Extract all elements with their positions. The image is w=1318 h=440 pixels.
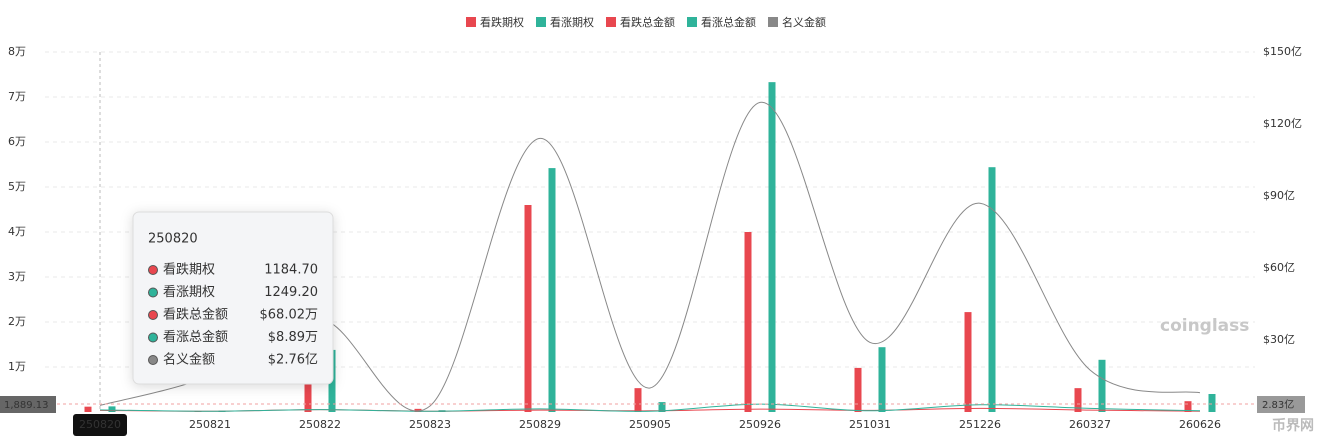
tooltip-label: 看跌总金额: [163, 307, 228, 323]
bar: [744, 232, 752, 412]
y2-tick-label: $150亿: [1263, 45, 1302, 58]
legend-swatch: [768, 17, 778, 27]
bar: [304, 383, 312, 412]
legend-label: 看涨期权: [550, 15, 594, 29]
x-tick-label: 250823: [409, 418, 451, 431]
bar: [108, 406, 116, 412]
legend-swatch: [606, 17, 616, 27]
tooltip-title: 250820: [148, 232, 198, 247]
line: [99, 403, 1201, 412]
bar: [634, 388, 642, 412]
legend-swatch: [687, 17, 697, 27]
legend-label: 看跌总金额: [620, 15, 675, 29]
x-label-highlight: [73, 414, 127, 436]
bar: [1074, 388, 1082, 412]
x-tick-label: 260626: [1179, 418, 1221, 431]
x-tick-label: 251031: [849, 418, 891, 431]
bar: [854, 367, 862, 412]
y-tick-label: 7万: [8, 90, 26, 103]
y-tick-label: 5万: [8, 180, 26, 193]
y2-tick-label: $120亿: [1263, 117, 1302, 130]
y-tick-label: 3万: [8, 270, 26, 283]
bar: [414, 408, 422, 412]
crosshair-label: 2.83亿: [1262, 398, 1294, 411]
tooltip-dot: [148, 310, 158, 320]
y-tick-label: 4万: [8, 225, 26, 238]
tooltip-value: 1184.70: [264, 263, 318, 278]
watermark: coinglass: [1160, 316, 1249, 336]
footer-watermark: 币界网: [1272, 418, 1314, 434]
bar: [524, 205, 532, 412]
tooltip-value: 1249.20: [264, 285, 318, 300]
x-tick-label: 250822: [299, 418, 341, 431]
tooltip-label: 看涨期权: [163, 284, 215, 300]
bar: [1098, 359, 1106, 412]
tooltip-dot: [148, 287, 158, 298]
y-tick-label: 1万: [8, 360, 26, 373]
tooltip-value: $2.76亿: [268, 353, 318, 368]
bar: [964, 312, 972, 412]
x-tick-label: 260327: [1069, 418, 1111, 431]
legend-label: 看跌期权: [480, 15, 524, 29]
x-tick-label: 250905: [629, 418, 671, 431]
crosshair-label: 1,889.13: [4, 400, 49, 411]
legend-swatch: [536, 17, 546, 27]
legend-label: 看涨总金额: [701, 15, 756, 29]
tooltip-label: 看涨总金额: [163, 329, 228, 345]
x-tick-label: 251226: [959, 418, 1001, 431]
y2-tick-label: $60亿: [1263, 261, 1295, 274]
bar: [658, 402, 666, 412]
bar: [548, 168, 556, 412]
bar: [84, 406, 92, 412]
tooltip-box: [132, 211, 334, 385]
y-tick-label: 6万: [8, 135, 26, 148]
tooltip: 250820 看跌期权 1184.70 看涨期权 1249.20 看跌总金额 $68.02万…: [132, 211, 334, 385]
legend-label: 名义金额: [782, 15, 826, 29]
tooltip-value: $8.89万: [268, 330, 318, 345]
bar: [1208, 394, 1216, 412]
tooltip-dot: [148, 332, 158, 343]
x-tick-label: 250821: [189, 418, 231, 431]
x-tick-label: 250926: [739, 418, 781, 431]
y-tick-label: 8万: [8, 45, 26, 58]
tooltip-value: $68.02万: [260, 308, 319, 323]
tooltip-label: 看跌期权: [163, 262, 215, 278]
tooltip-dot: [148, 265, 158, 275]
bar: [988, 167, 996, 412]
y2-tick-label: $30亿: [1263, 333, 1295, 346]
legend-swatch: [466, 17, 476, 27]
x-tick-label: 250829: [519, 418, 561, 431]
bar: [1184, 401, 1192, 412]
crosshair-box: [1257, 396, 1305, 413]
x-tick-label: 250820: [79, 418, 121, 431]
tooltip-dot: [148, 355, 158, 365]
tooltip-label: 名义金额: [163, 352, 215, 368]
y2-tick-label: $90亿: [1263, 189, 1295, 202]
bar: [768, 82, 776, 413]
crosshair-box: [0, 396, 56, 413]
y-tick-label: 2万: [8, 315, 26, 328]
bar: [878, 347, 886, 412]
